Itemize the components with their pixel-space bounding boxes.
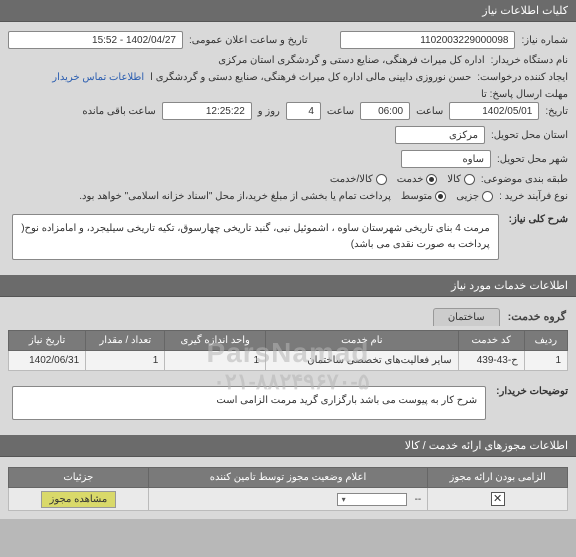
services-header: اطلاعات خدمات مورد نیاز bbox=[0, 275, 576, 297]
days-label: روز و bbox=[258, 106, 280, 117]
desc-box: مرمت 4 بنای تاریخی شهرستان ساوه ، اشموئی… bbox=[12, 214, 499, 260]
deadline-label-b: تاریخ: bbox=[545, 106, 568, 117]
group-label: گروه خدمت: bbox=[506, 306, 568, 327]
status-select[interactable]: ▾ bbox=[337, 493, 407, 506]
days-value: 4 bbox=[286, 102, 321, 120]
services-section: ParsNamad ۰۲۱-۸۸۲۴۹۶۷۰-۵ گروه خدمت: ساخت… bbox=[0, 297, 576, 435]
remain-time: 12:25:22 bbox=[162, 102, 252, 120]
auth-section: الزامی بودن ارائه مجوز اعلام وضعیت مجوز … bbox=[0, 457, 576, 519]
process-note: پرداخت تمام یا بخشی از مبلغ خرید،از محل … bbox=[79, 191, 391, 202]
radio-service[interactable]: خدمت bbox=[397, 174, 438, 185]
announce-value: 1402/04/27 - 15:52 bbox=[8, 31, 183, 49]
col-qty: تعداد / مقدار bbox=[86, 331, 165, 351]
process-radio-group: جزیی متوسط bbox=[401, 191, 493, 202]
deadline-time: 06:00 bbox=[360, 102, 410, 120]
category-label: طبقه بندی موضوعی: bbox=[481, 174, 568, 185]
requester-label: ایجاد کننده درخواست: bbox=[477, 72, 568, 83]
contact-link[interactable]: اطلاعات تماس خریدار bbox=[52, 72, 144, 83]
buyer-note-box: شرح کار به پیوست می باشد بارگزاری گرید م… bbox=[12, 386, 486, 420]
auth-col-status: اعلام وضعیت مجوز توسط تامین کننده bbox=[148, 468, 428, 488]
process-label: نوع فرآیند خرید : bbox=[499, 191, 568, 202]
col-date: تاریخ نیاز bbox=[9, 331, 86, 351]
status-text: -- bbox=[415, 494, 422, 505]
desc-label: شرح کلی نیاز: bbox=[509, 208, 568, 225]
need-info-section: شماره نیاز: 1102003229000098 تاریخ و ساع… bbox=[0, 22, 576, 275]
auth-col-required: الزامی بودن ارائه مجوز bbox=[428, 468, 568, 488]
radio-goods[interactable]: کالا bbox=[447, 174, 475, 185]
announce-label: تاریخ و ساعت اعلان عمومی: bbox=[189, 35, 308, 46]
auth-row: -- ▾ مشاهده مجوز bbox=[9, 488, 568, 511]
time-label-1: ساعت bbox=[416, 106, 443, 117]
group-tab[interactable]: ساختمان bbox=[433, 308, 500, 326]
province-label: استان محل تحویل: bbox=[491, 130, 568, 141]
deadline-date: 1402/05/01 bbox=[449, 102, 539, 120]
need-number-label: شماره نیاز: bbox=[521, 35, 568, 46]
col-unit: واحد اندازه گیری bbox=[165, 331, 266, 351]
col-name: نام خدمت bbox=[266, 331, 459, 351]
time-label-2: ساعت bbox=[327, 106, 354, 117]
city-value: ساوه bbox=[401, 150, 491, 168]
radio-medium[interactable]: متوسط bbox=[401, 191, 446, 202]
required-checkbox[interactable] bbox=[491, 492, 505, 506]
radio-both[interactable]: کالا/خدمت bbox=[330, 174, 387, 185]
radio-small[interactable]: جزیی bbox=[456, 191, 493, 202]
auth-col-details: جزئیات bbox=[9, 468, 149, 488]
buyer-note-label: توضیحات خریدار: bbox=[496, 380, 568, 397]
auth-table: الزامی بودن ارائه مجوز اعلام وضعیت مجوز … bbox=[8, 467, 568, 511]
panel-header: کلیات اطلاعات نیاز bbox=[0, 0, 576, 22]
category-radio-group: کالا خدمت کالا/خدمت bbox=[330, 174, 475, 185]
auth-title: اطلاعات مجوزهای ارائه خدمت / کالا bbox=[405, 440, 568, 452]
table-row: 1 ح-43-439 سایر فعالیت‌های تخصصی ساختمان… bbox=[9, 351, 568, 371]
remain-label: ساعت باقی مانده bbox=[82, 106, 155, 117]
need-number-value: 1102003229000098 bbox=[340, 31, 515, 49]
deadline-label-a: مهلت ارسال پاسخ: تا bbox=[481, 89, 568, 100]
services-table: ردیف کد خدمت نام خدمت واحد اندازه گیری ت… bbox=[8, 330, 568, 371]
province-value: مرکزی bbox=[395, 126, 485, 144]
col-row: ردیف bbox=[524, 331, 567, 351]
panel-title: کلیات اطلاعات نیاز bbox=[482, 5, 568, 17]
buyer-label: نام دستگاه خریدار: bbox=[491, 55, 568, 66]
requester-value: حسن نوروزی دایینی مالی اداره کل میراث فر… bbox=[150, 72, 471, 83]
auth-header: اطلاعات مجوزهای ارائه خدمت / کالا bbox=[0, 435, 576, 457]
buyer-value: اداره کل میراث فرهنگی، صنایع دستی و گردش… bbox=[218, 55, 484, 66]
col-code: کد خدمت bbox=[458, 331, 524, 351]
view-auth-button[interactable]: مشاهده مجوز bbox=[41, 491, 117, 508]
city-label: شهر محل تحویل: bbox=[497, 154, 568, 165]
services-title: اطلاعات خدمات مورد نیاز bbox=[451, 280, 568, 292]
